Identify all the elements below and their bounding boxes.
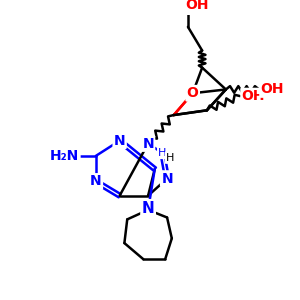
Text: O: O xyxy=(187,86,199,100)
Text: OH: OH xyxy=(186,0,209,12)
Text: N: N xyxy=(142,136,154,151)
Text: H: H xyxy=(158,148,166,158)
Text: N: N xyxy=(90,174,102,188)
Text: N: N xyxy=(142,200,154,215)
Text: OH: OH xyxy=(242,89,265,103)
Text: N: N xyxy=(114,134,125,148)
Text: H₂N: H₂N xyxy=(50,149,79,163)
Text: N: N xyxy=(161,172,173,186)
Text: OH: OH xyxy=(261,82,284,96)
Text: H: H xyxy=(166,153,174,163)
